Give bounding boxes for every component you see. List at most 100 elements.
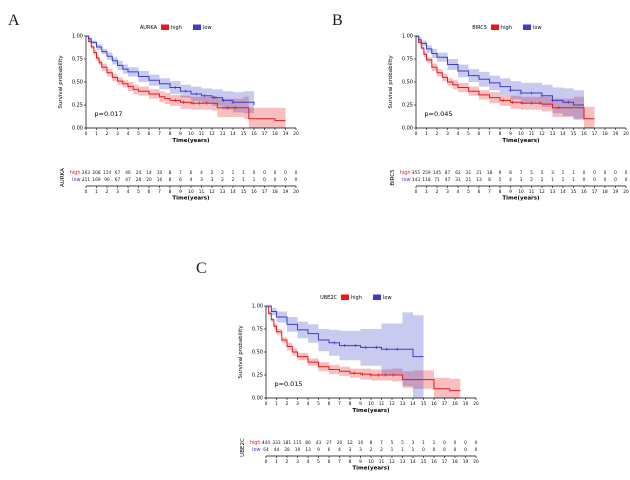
risk-table-gene-label: BIRC5 [390,169,396,186]
y-tick-label: 0.25 [402,103,413,109]
legend-title: UBE2C [320,295,337,301]
risk-count-high: 259 [422,170,430,176]
risk-count-low: 0 [263,177,266,183]
table-x-tick-label: 11 [529,189,535,195]
risk-count-high: 263 [82,170,90,176]
table-x-tick-label: 13 [400,459,406,465]
risk-count-high: 5 [401,440,404,446]
x-tick-label: 17 [262,131,268,137]
table-x-tick-label: 18 [452,459,458,465]
censor-mark-high [226,106,230,110]
table-x-tick-label: 19 [463,459,469,465]
ci-band-high [86,36,286,128]
legend-label-high: high [171,25,182,31]
risk-count-high: 0 [593,170,596,176]
km-curve-low [416,35,584,106]
censor-mark-high [520,101,524,105]
risk-count-low: 4 [509,177,512,183]
risk-count-high: 2 [221,170,224,176]
censor-mark-high [501,98,505,102]
km-curve-high [416,35,595,120]
y-tick-label: 0.25 [252,373,263,379]
legend-swatch-high [161,24,169,30]
risk-count-low: 90 [104,177,110,183]
risk-count-low: 211 [82,177,90,183]
p-value-label: p=0.017 [94,110,122,118]
risk-count-low: 0 [604,177,607,183]
x-tick-label: 9 [509,131,512,137]
risk-count-high: 62 [455,170,461,176]
x-tick-label: 9 [359,401,362,407]
risk-count-low: 0 [475,447,478,453]
risk-count-low: 0 [422,447,425,453]
table-x-tick-label: 17 [262,189,268,195]
risk-count-high: 145 [433,170,441,176]
risk-count-high: 27 [326,440,332,446]
risk-count-high: 8 [370,440,373,446]
censor-mark-high [182,100,186,104]
table-x-tick-label: 5 [317,459,320,465]
risk-count-low: 0 [625,177,628,183]
table-x-tick-label: 2 [436,189,439,195]
y-tick-label: 0.00 [402,126,413,132]
risk-count-low: 28 [284,447,290,453]
table-x-tick-label: 15 [421,459,427,465]
x-tick-label: 5 [317,401,320,407]
risk-count-low: 20 [146,177,152,183]
risk-count-high: 67 [115,170,121,176]
x-tick-label: 7 [158,131,161,137]
table-x-tick-label: 6 [328,459,331,465]
x-tick-label: 10 [188,131,194,137]
risk-row-label-high: high - [70,170,84,176]
legend-title: BIRC5 [472,25,487,31]
risk-count-low: 2 [221,177,224,183]
x-tick-label: 8 [349,401,352,407]
x-tick-label: 18 [272,131,278,137]
risk-count-low: 47 [445,177,451,183]
risk-count-high: 2 [211,170,214,176]
table-x-tick-label: 1 [95,189,98,195]
table-x-tick-label: 10 [518,189,524,195]
risk-count-high: 115 [293,440,301,446]
y-tick-label: 0.50 [402,80,413,86]
risk-count-high: 8 [169,170,172,176]
x-tick-label: 11 [379,401,385,407]
risk-count-high: 0 [464,440,467,446]
x-tick-label: 13 [400,401,406,407]
risk-count-low: 67 [115,177,121,183]
table-x-axis-title: Time(years) [352,466,390,472]
risk-count-high: 0 [253,170,256,176]
risk-count-high: 31 [466,170,472,176]
risk-count-low: 21 [466,177,472,183]
risk-count-low: 31 [455,177,461,183]
table-x-tick-label: 4 [127,189,130,195]
censor-mark-low [184,89,188,93]
x-tick-label: 5 [467,131,470,137]
table-x-tick-label: 3 [296,459,299,465]
risk-count-low: 0 [593,177,596,183]
table-x-tick-label: 14 [560,189,566,195]
risk-count-high: 10 [157,170,163,176]
censor-mark-low [550,98,555,102]
x-tick-label: 13 [550,131,556,137]
censor-mark-low [221,98,226,102]
risk-count-low: 8 [488,177,491,183]
y-tick-label: 0.75 [402,57,413,63]
x-tick-label: 1 [275,401,278,407]
table-x-tick-label: 7 [488,189,491,195]
risk-count-high: 1 [422,440,425,446]
censor-mark-high [205,101,209,105]
risk-count-low: 2 [232,177,235,183]
risk-count-high: 5 [530,170,533,176]
censor-mark-low [385,347,389,351]
x-tick-label: 2 [286,401,289,407]
x-tick-label: 6 [328,401,331,407]
x-tick-label: 7 [338,401,341,407]
censor-mark-low [332,341,336,345]
risk-count-low: 13 [476,177,482,183]
table-x-tick-label: 20 [473,459,479,465]
risk-count-high: 0 [284,170,287,176]
censor-mark-high [191,101,195,105]
